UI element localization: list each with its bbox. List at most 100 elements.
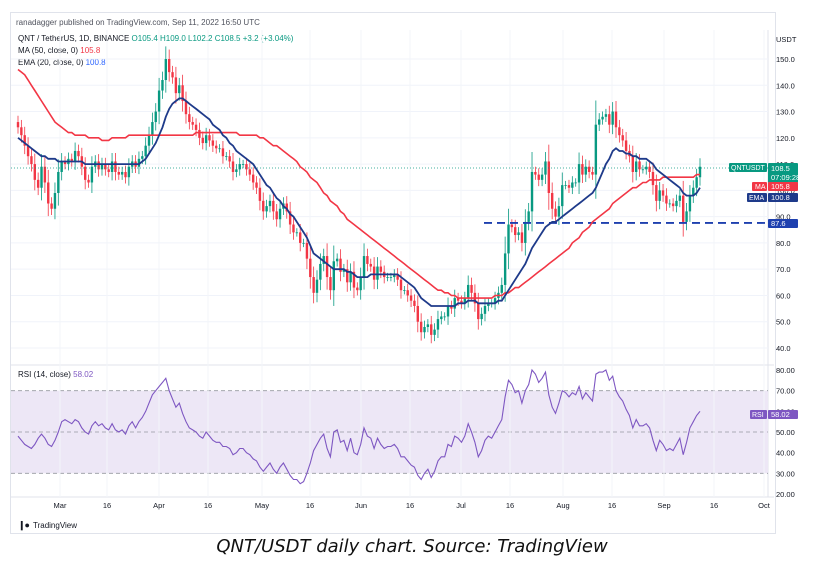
candle-body <box>339 258 342 272</box>
candle-body <box>470 284 473 293</box>
candle-body <box>312 277 315 293</box>
candle-body <box>430 324 433 335</box>
candle-body <box>399 279 403 291</box>
candle-body <box>594 124 598 175</box>
rsi-tick-label: 30.00 <box>776 469 795 478</box>
rsi-line <box>17 368 701 485</box>
candle-body <box>127 166 131 178</box>
ema-val-text: 100.8 <box>771 193 790 202</box>
time-tick-label: Apr <box>153 501 165 510</box>
time-tick-label: 16 <box>204 501 212 510</box>
candle-body <box>30 156 33 165</box>
candle-body <box>577 164 581 183</box>
candle-body <box>325 256 329 278</box>
candle-body <box>389 277 393 278</box>
candle-body <box>423 326 426 333</box>
ma50-line <box>17 68 700 299</box>
candle-body <box>33 164 36 180</box>
candle-body <box>393 274 396 278</box>
candle-body <box>191 122 194 125</box>
candle-body <box>47 182 50 204</box>
ema-legend[interactable]: EMA (20, close, 0) 100.8 <box>18 58 106 67</box>
candle-body <box>493 298 497 304</box>
rsi-tag-text: RSI <box>752 412 764 419</box>
candle-body <box>124 171 127 178</box>
ema-price-badge: EMA 100.8 <box>747 193 798 202</box>
candle-body <box>167 59 171 73</box>
price-tick-label: 150.0 <box>776 55 795 64</box>
candle-body <box>611 111 614 125</box>
rsi-legend[interactable]: RSI (14, close) 58.02 <box>18 370 93 379</box>
ma-legend[interactable]: MA (50, close, 0) 105.8 <box>18 46 100 55</box>
price-tick-label: 120.0 <box>776 134 795 143</box>
rsi-tick-label: 40.00 <box>776 449 795 458</box>
symbol-name[interactable]: QNT / TetherUS, 1D, BINANCE <box>18 34 130 43</box>
candle-body <box>638 161 641 170</box>
candle-body <box>688 195 692 212</box>
candle-body <box>456 298 460 301</box>
candle-body <box>514 227 517 236</box>
candle-body <box>645 166 648 170</box>
candle-body <box>604 114 608 117</box>
candle-body <box>272 200 275 212</box>
candle-body <box>581 164 584 175</box>
candle-body <box>73 150 77 162</box>
price-badge-bg <box>768 163 798 183</box>
candle-body <box>299 232 302 243</box>
candle-body <box>238 164 241 170</box>
candle-body <box>413 300 416 306</box>
candle-body <box>157 90 161 112</box>
candle-body <box>245 164 248 170</box>
candle-body <box>557 206 561 217</box>
candle-body <box>268 200 272 207</box>
candle-body <box>685 211 688 222</box>
candle-body <box>524 221 527 243</box>
candle-body <box>692 187 695 196</box>
ma-value: 105.8 <box>80 46 101 55</box>
candle-body <box>141 156 144 159</box>
candle-body <box>241 164 245 165</box>
candle-body <box>302 242 305 244</box>
candle-body <box>137 158 141 167</box>
candle-body <box>618 127 621 136</box>
candle-body <box>258 187 262 201</box>
ema-value: 100.8 <box>85 58 106 67</box>
rsi-tick-label: 70.00 <box>776 387 795 396</box>
time-tick-label: Jul <box>456 501 466 510</box>
time-tick-label: 16 <box>710 501 718 510</box>
candle-body <box>500 284 503 293</box>
candle-body <box>184 101 188 115</box>
candle-body <box>698 166 702 178</box>
candle-body <box>305 242 309 259</box>
candle-body <box>463 298 467 304</box>
candle-body <box>396 274 399 280</box>
candle-body <box>356 287 359 291</box>
currency-label: USDT <box>776 35 797 44</box>
candle-body <box>621 135 624 141</box>
candle-body <box>440 316 443 320</box>
candle-body <box>366 256 369 264</box>
candle-body <box>228 156 231 162</box>
candle-body <box>517 232 520 236</box>
candle-body <box>235 169 238 172</box>
candle-body <box>608 114 611 125</box>
candle-body <box>584 166 587 175</box>
candle-body <box>433 329 436 335</box>
candle-body <box>201 137 204 144</box>
time-tick-label: Sep <box>657 501 670 510</box>
ma-price-badge: MA 105.8 <box>752 182 798 191</box>
tradingview-brand[interactable]: ❙● TradingView <box>18 520 77 531</box>
candle-body <box>53 192 57 209</box>
candle-body <box>658 190 661 201</box>
candle-body <box>416 305 419 322</box>
price-tick-label: 80.0 <box>776 239 791 248</box>
time-tick-label: 16 <box>608 501 616 510</box>
candle-body <box>77 150 80 157</box>
candle-body <box>211 140 215 146</box>
candle-body <box>90 166 94 183</box>
rsi-price-badge: RSI 58.02 <box>750 410 798 419</box>
candle-body <box>574 182 577 184</box>
candle-body <box>342 269 346 272</box>
candle-body <box>174 77 178 94</box>
